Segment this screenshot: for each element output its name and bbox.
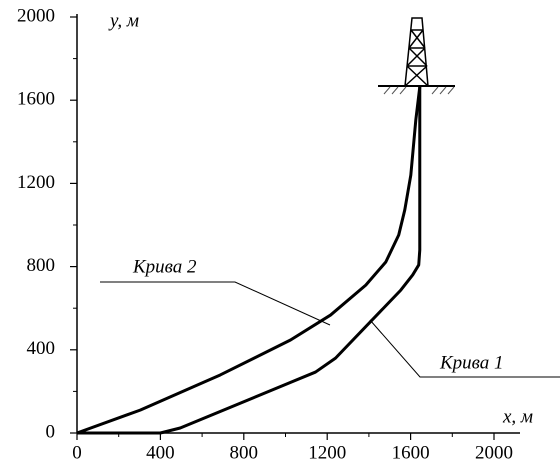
- curve: [77, 86, 420, 433]
- x-axis-label: x, м: [502, 406, 533, 427]
- y-axis-label: y, м: [108, 10, 139, 31]
- y-tick-label: 2000: [17, 5, 55, 26]
- y-tick-label: 800: [27, 255, 56, 276]
- curve-label: Крива 2: [132, 256, 197, 277]
- derrick: [378, 18, 455, 94]
- x-tick-label: 1200: [308, 442, 346, 463]
- x-tick-label: 800: [230, 442, 259, 463]
- curve: [77, 87, 420, 433]
- x-tick-label: 1600: [392, 442, 430, 463]
- chart: y, м x, м Крива 2 Крива 1 0 400 800 1200 160…: [0, 0, 560, 470]
- y-tick-label: 1200: [17, 172, 55, 193]
- leader-line: [100, 282, 330, 325]
- curve-label: Крива 1: [439, 352, 504, 373]
- x-tick-label: 400: [146, 442, 175, 463]
- x-tick-label: 2000: [475, 442, 513, 463]
- x-tick-label: 0: [72, 442, 82, 463]
- y-tick-label: 0: [46, 421, 56, 442]
- y-tick-label: 1600: [17, 89, 55, 110]
- y-tick-label: 400: [27, 338, 56, 359]
